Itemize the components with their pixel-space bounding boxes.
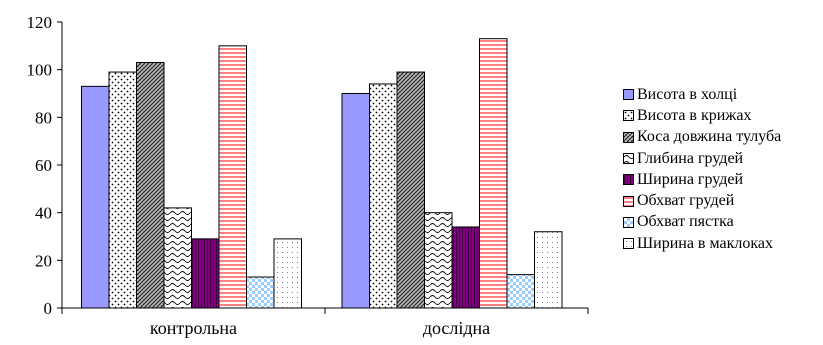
bar — [246, 276, 275, 309]
x-category-label: контрольна — [150, 318, 237, 338]
legend-swatch — [623, 89, 634, 101]
bar — [369, 83, 398, 309]
legend-item: Обхват пястка — [623, 212, 823, 233]
legend-swatch — [623, 174, 634, 186]
y-tick-label: 40 — [35, 204, 52, 223]
labels-group: 0 20 40 60 80 100 120 контрольна дослідна — [27, 13, 491, 338]
bar — [273, 238, 302, 309]
y-tick-label: 80 — [35, 108, 52, 127]
bar — [396, 71, 425, 309]
legend-label: Висота в крижах — [637, 106, 752, 124]
legend-label: Глибина грудей — [637, 149, 744, 167]
bar — [451, 226, 480, 309]
legend-item: Глибина грудей — [623, 148, 823, 169]
legend-swatch — [623, 216, 634, 228]
legend-label: Обхват грудей — [637, 192, 735, 210]
legend-label: Обхват пястка — [637, 213, 734, 231]
bar — [108, 71, 137, 309]
legend-label: Ширина грудей — [637, 170, 744, 188]
bar — [218, 45, 247, 309]
legend-swatch — [623, 238, 634, 250]
legend-label: Ширина в маклоках — [637, 234, 773, 252]
bar — [136, 62, 165, 309]
bars-group — [81, 38, 563, 309]
legend-label: Висота в холці — [637, 85, 738, 103]
legend-item: Висота в крижах — [623, 105, 823, 126]
x-category-label: дослідна — [423, 318, 490, 338]
legend-swatch — [623, 110, 634, 122]
y-tick-label: 0 — [44, 299, 53, 318]
bar — [163, 207, 192, 309]
y-tick-label: 100 — [27, 61, 53, 80]
legend-item: Ширина в маклоках — [623, 233, 823, 254]
bar-chart: 0 20 40 60 80 100 120 контрольна дослідна — [27, 13, 589, 338]
y-tick-label: 60 — [35, 156, 52, 175]
bar — [534, 231, 563, 309]
legend-item: Коса довжина тулуба — [623, 127, 823, 148]
bar — [479, 38, 508, 309]
legend-label: Коса довжина тулуба — [637, 128, 782, 146]
y-tick-label: 20 — [35, 251, 52, 270]
legend-item: Ширина грудей — [623, 169, 823, 190]
legend-item: Обхват грудей — [623, 190, 823, 211]
bar — [506, 274, 535, 309]
y-tick-label: 120 — [27, 13, 53, 32]
bar — [341, 93, 370, 309]
legend-swatch — [623, 153, 634, 165]
bar — [424, 212, 453, 309]
legend: Висота в холці Висота в крижах Коса довжин… — [623, 84, 823, 254]
legend-swatch — [623, 195, 634, 207]
bar — [191, 238, 220, 309]
bar — [81, 85, 110, 309]
legend-item: Висота в холці — [623, 84, 823, 105]
legend-swatch — [623, 131, 634, 143]
